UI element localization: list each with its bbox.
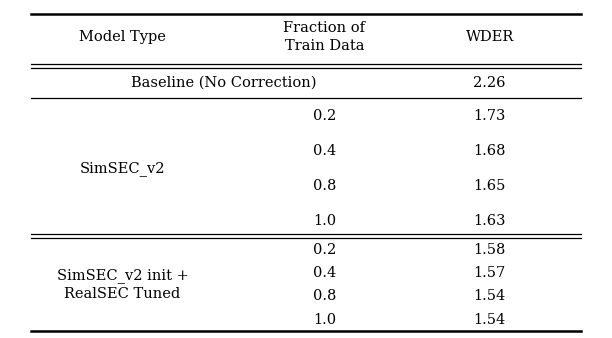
Text: 0.8: 0.8 <box>313 179 336 193</box>
Text: 1.73: 1.73 <box>474 108 506 123</box>
Text: 2.26: 2.26 <box>473 76 506 90</box>
Text: 1.58: 1.58 <box>474 243 506 257</box>
Text: 0.4: 0.4 <box>313 266 336 280</box>
Text: SimSEC_v2: SimSEC_v2 <box>80 161 165 176</box>
Text: 1.57: 1.57 <box>474 266 506 280</box>
Text: 0.2: 0.2 <box>313 108 336 123</box>
Text: 1.63: 1.63 <box>473 214 506 228</box>
Text: 1.0: 1.0 <box>313 313 336 327</box>
Text: 0.8: 0.8 <box>313 289 336 304</box>
Text: 0.4: 0.4 <box>313 144 336 158</box>
Text: 0.2: 0.2 <box>313 243 336 257</box>
Text: 1.0: 1.0 <box>313 214 336 228</box>
Text: WDER: WDER <box>466 30 513 44</box>
Text: 1.65: 1.65 <box>474 179 506 193</box>
Text: Model Type: Model Type <box>79 30 166 44</box>
Text: Baseline (No Correction): Baseline (No Correction) <box>130 76 316 90</box>
Text: SimSEC_v2 init +
RealSEC Tuned: SimSEC_v2 init + RealSEC Tuned <box>56 268 188 301</box>
Text: 1.54: 1.54 <box>474 289 506 304</box>
Text: 1.54: 1.54 <box>474 313 506 327</box>
Text: 1.68: 1.68 <box>473 144 506 158</box>
Text: Fraction of
Train Data: Fraction of Train Data <box>283 21 365 53</box>
